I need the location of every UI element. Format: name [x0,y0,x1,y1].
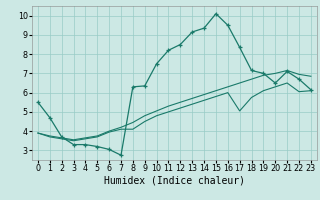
X-axis label: Humidex (Indice chaleur): Humidex (Indice chaleur) [104,176,245,186]
